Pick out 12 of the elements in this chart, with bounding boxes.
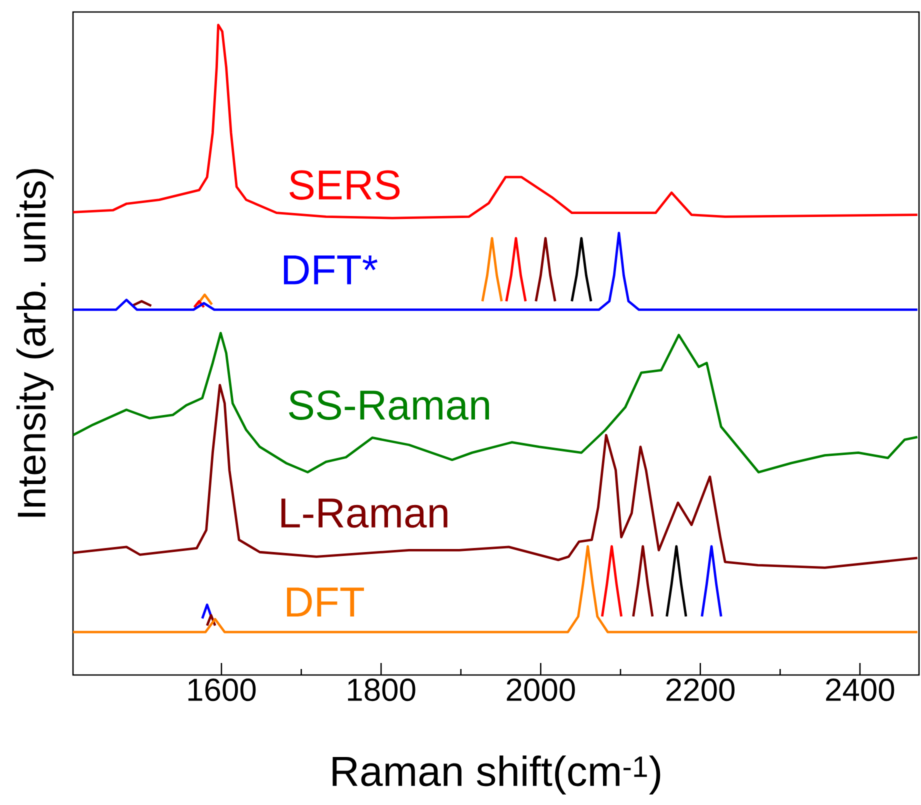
x-tick-label: 1800 [348,678,416,702]
y-axis-title: Intensity (arb. units) [16,169,54,517]
x-tick-label: 2200 [666,678,735,702]
series-label: L-Raman [281,498,448,528]
x-tick-label: 2400 [826,678,894,702]
series-label: SERS [290,170,400,200]
series-label: DFT* [284,256,378,284]
x-tick-label: 1600 [188,678,256,702]
x-axis-title: Raman shift(cm$^{-1}$) [332,755,660,794]
series-label: DFT [287,588,364,616]
series-label: SS-Raman [288,390,489,420]
x-tick-label: 2000 [506,678,575,702]
